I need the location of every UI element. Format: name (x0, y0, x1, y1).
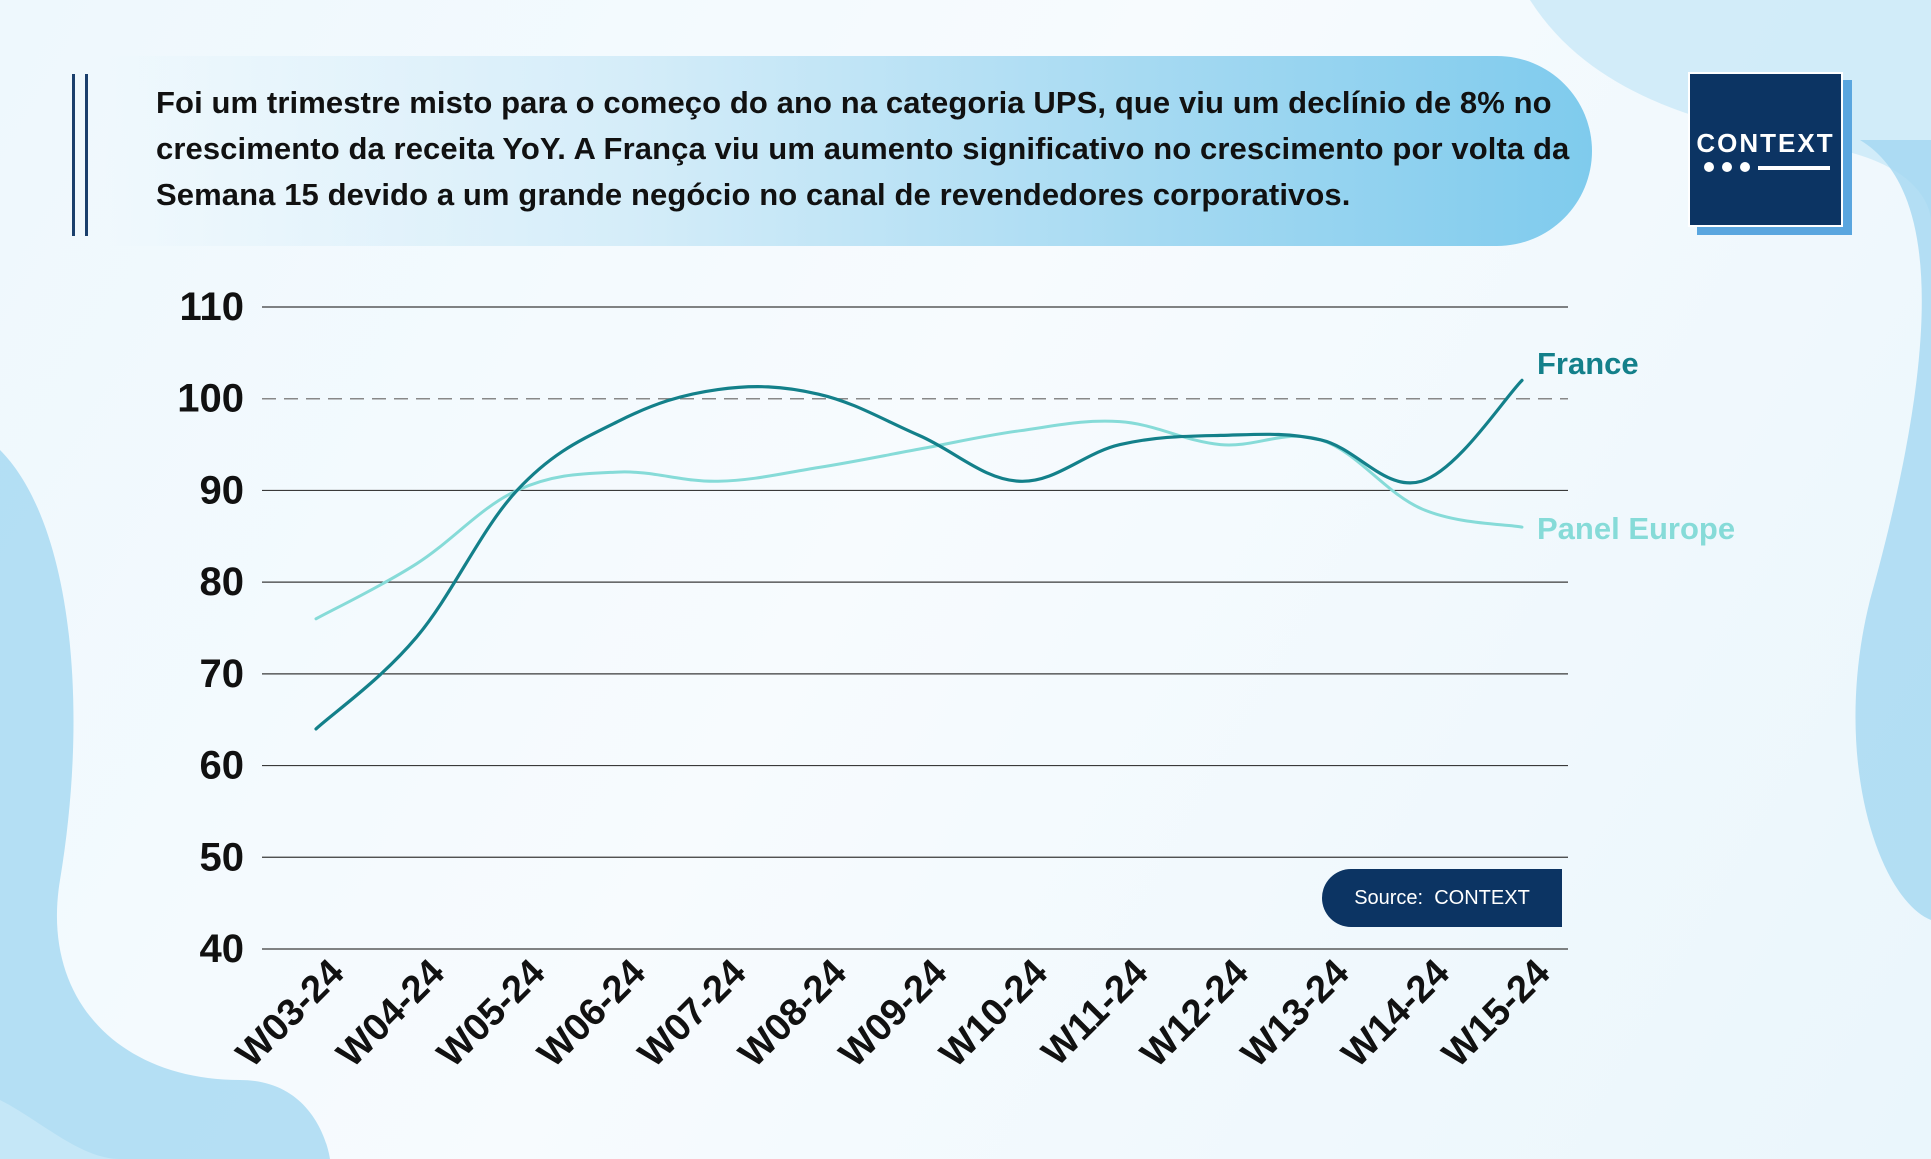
chart-grid (262, 306, 1568, 950)
x-tick-label-W12-24: W12-24 (1133, 952, 1257, 1076)
series-label-panel-europe: Panel Europe (1537, 511, 1735, 546)
x-tick-label-W11-24: W11-24 (1034, 952, 1156, 1074)
x-tick-label-W14-24: W14-24 (1334, 952, 1458, 1076)
x-tick-label-W08-24: W08-24 (731, 952, 855, 1076)
headline-text: Foi um trimestre misto para o começo do … (156, 85, 1570, 212)
y-tick-label-110: 110 (179, 285, 244, 329)
y-axis-ticks: 40 50 60 70 80 90 100 110 (177, 285, 244, 971)
source-badge: Source: CONTEXT (1322, 869, 1562, 927)
x-tick-label-W04-24: W04-24 (329, 952, 453, 1076)
x-tick-label-W09-24: W09-24 (832, 952, 956, 1076)
logo-text: CONTEXT (1696, 128, 1835, 158)
series-label-france: France (1537, 346, 1639, 381)
x-tick-label-W13-24: W13-24 (1234, 952, 1358, 1076)
x-tick-label-W03-24: W03-24 (229, 952, 353, 1076)
context-logo: CONTEXT (1688, 72, 1843, 227)
logo-dots (1704, 162, 1764, 174)
accent-line-right (85, 74, 88, 236)
logo-bar (1758, 166, 1830, 170)
y-tick-label-100: 100 (177, 377, 244, 421)
headline-banner (105, 56, 1592, 246)
y-tick-label-80: 80 (200, 560, 245, 604)
y-tick-label-40: 40 (200, 927, 245, 971)
x-tick-label-W06-24: W06-24 (530, 952, 654, 1076)
y-tick-label-70: 70 (200, 652, 245, 696)
y-tick-label-50: 50 (200, 835, 245, 879)
x-tick-label-W15-24: W15-24 (1435, 952, 1559, 1076)
x-tick-label-W10-24: W10-24 (932, 952, 1056, 1076)
chart-series (314, 378, 1524, 731)
x-axis-ticks: W03-24W04-24W05-24W06-24W07-24W08-24W09-… (229, 952, 1559, 1076)
y-tick-label-90: 90 (200, 468, 245, 512)
y-tick-label-60: 60 (200, 744, 245, 788)
series-labels: Panel Europe France (1537, 346, 1735, 546)
series-line-france (314, 378, 1524, 731)
x-tick-label-W07-24: W07-24 (631, 952, 755, 1076)
x-tick-label-W05-24: W05-24 (430, 952, 554, 1076)
accent-line-left (72, 74, 75, 236)
series-line-panel-europe (314, 419, 1524, 621)
